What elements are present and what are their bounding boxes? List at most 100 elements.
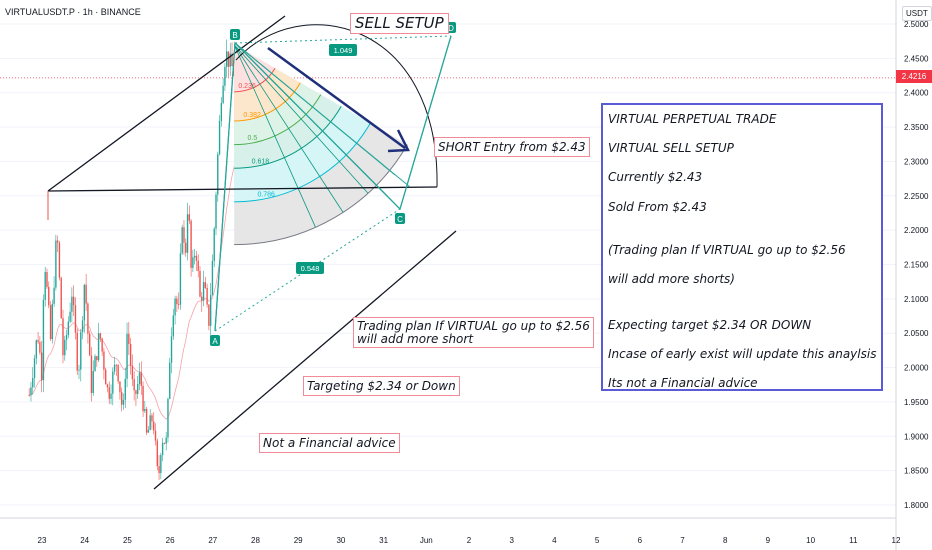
fib-arc [234,82,301,122]
y-tick-label: 1.9000 [904,432,929,441]
y-tick-label: 1.8500 [904,467,929,476]
candle-body [58,242,61,278]
fib-level-label: 0.5 [248,135,258,142]
candle-body [147,429,150,433]
ratio-label: 1.049 [334,46,353,55]
y-tick-label: 2.4000 [904,89,929,98]
candle-body [53,287,55,304]
projection-ray-2 [234,42,411,188]
sell-arrow-shaft [267,46,406,150]
x-tick-label: 10 [806,536,815,545]
channel-upper-line [47,15,286,192]
candle-body [76,332,78,371]
info-line-1: VIRTUAL PERPETUAL TRADE [608,112,777,126]
x-tick-label: 11 [849,536,858,545]
fib-arc [234,67,276,93]
candle-body [62,318,64,356]
candle-body [218,120,221,155]
candle-body [48,286,50,306]
candle-body [206,287,208,305]
candle-body [181,227,183,254]
candle-body [185,242,187,253]
candle-body [83,284,86,321]
x-tick-label: 2 [467,536,472,545]
candle-body [106,384,109,388]
candle-body [128,333,130,344]
candle-body [42,299,45,381]
candle-body [163,442,166,444]
y-tick-label: 2.1000 [904,295,929,304]
x-tick-label: 7 [680,536,685,545]
candle-body [101,338,103,352]
info-box: VIRTUAL PERPETUAL TRADE VIRTUAL SELL SET… [601,103,883,391]
candle-body [103,351,105,370]
sell-arrow-head [387,129,410,153]
currency-label[interactable]: USDT [902,6,932,21]
fib-level-label: 0.236 [238,83,256,90]
candle-body [40,352,43,381]
candle-body [195,255,198,261]
candle-body [211,260,214,296]
fib-arc [234,94,322,146]
point-label-a: A [212,337,218,346]
fib-ray [233,44,369,194]
x-tick-label: Jun [420,536,433,545]
candle-body [204,282,207,288]
y-tick-label: 2.2500 [904,192,929,201]
candle-body [170,336,173,363]
candle-body [60,277,62,319]
candle-body [85,284,87,304]
x-tick-label: 6 [638,536,643,545]
info-line-7: Expecting target $2.34 OR DOWN [608,318,812,332]
candle-body [202,282,205,301]
y-axis: 1.8000 1.8500 1.9000 1.9500 2.0000 2.0500 2.10… [895,0,929,550]
bd-dashed [234,35,452,44]
x-tick-label: 4 [552,536,557,545]
x-tick-label: 26 [166,536,175,545]
info-line-2: VIRTUAL SELL SETUP [608,141,734,155]
point-badge [210,335,220,346]
candle-body [78,369,80,371]
candle-body [144,408,146,412]
x-tick-label: 25 [123,536,132,545]
point-badge [230,29,240,40]
sell-setup-label: SELL SETUP [350,13,449,34]
candle-body [192,257,194,268]
channel-lower-line [153,230,457,490]
candle-body [137,383,139,394]
y-tick-label: 2.5000 [904,20,929,29]
x-tick-label: 29 [294,536,303,545]
candle-body [121,392,123,405]
candle-body [131,365,134,380]
candle-body [154,430,157,441]
candle-body [142,385,144,412]
candle-body [227,51,230,67]
candle-body [217,154,219,195]
candle-body [201,296,203,301]
candle-body [156,440,158,467]
candle-body [145,408,148,433]
targeting-label: Targeting $2.34 or Down [303,376,460,396]
candle-body [167,398,169,438]
candle-body [81,320,84,333]
candle-body [149,415,151,430]
candle-body [124,378,126,400]
candle-body [44,272,46,300]
candle-body [177,304,180,305]
y-tick-label: 2.3500 [904,123,929,132]
candle-body [32,377,34,388]
trading-plan-line-2: will add more short [357,331,474,346]
candle-body [165,437,167,444]
candle-body [46,272,48,287]
candle-body [233,66,235,76]
candle-body [197,260,199,271]
y-tick-label: 2.1500 [904,261,929,270]
candle-body [69,311,71,322]
y-tick-label: 2.0000 [904,364,929,373]
info-line-3: Currently $2.43 [608,170,703,184]
candle-body [209,295,212,326]
candle-body [115,364,118,366]
y-tick-label: 2.0500 [904,329,929,338]
candle-body [51,303,54,340]
